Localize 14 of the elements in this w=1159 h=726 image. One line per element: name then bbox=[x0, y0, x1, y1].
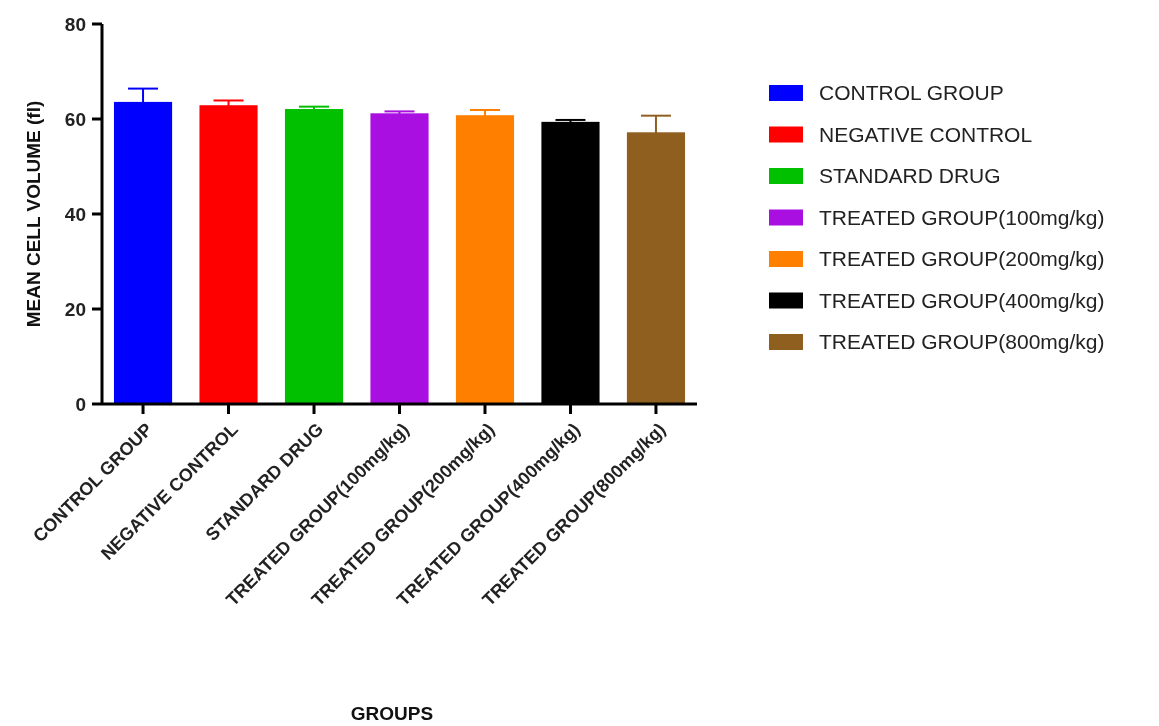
legend-label: CONTROL GROUP bbox=[819, 81, 1004, 104]
legend-label: STANDARD DRUG bbox=[819, 164, 1001, 187]
x-axis-title: GROUPS bbox=[350, 703, 434, 724]
legend-label: TREATED GROUP(200mg/kg) bbox=[819, 247, 1105, 270]
y-tick-label: 40 bbox=[64, 203, 86, 225]
legend-label: TREATED GROUP(800mg/kg) bbox=[819, 330, 1105, 353]
y-tick-label: 20 bbox=[64, 298, 86, 320]
y-tick-label: 60 bbox=[64, 108, 86, 130]
y-tick-label: 0 bbox=[75, 393, 86, 415]
legend-label: TREATED GROUP(400mg/kg) bbox=[819, 288, 1105, 312]
legend-label: TREATED GROUP(100mg/kg) bbox=[819, 205, 1105, 229]
legend-label: NEGATIVE CONTROL bbox=[819, 122, 1033, 146]
y-axis-title: MEAN CELL VOLUME (fl) bbox=[23, 100, 44, 328]
y-tick-label: 80 bbox=[64, 13, 86, 35]
